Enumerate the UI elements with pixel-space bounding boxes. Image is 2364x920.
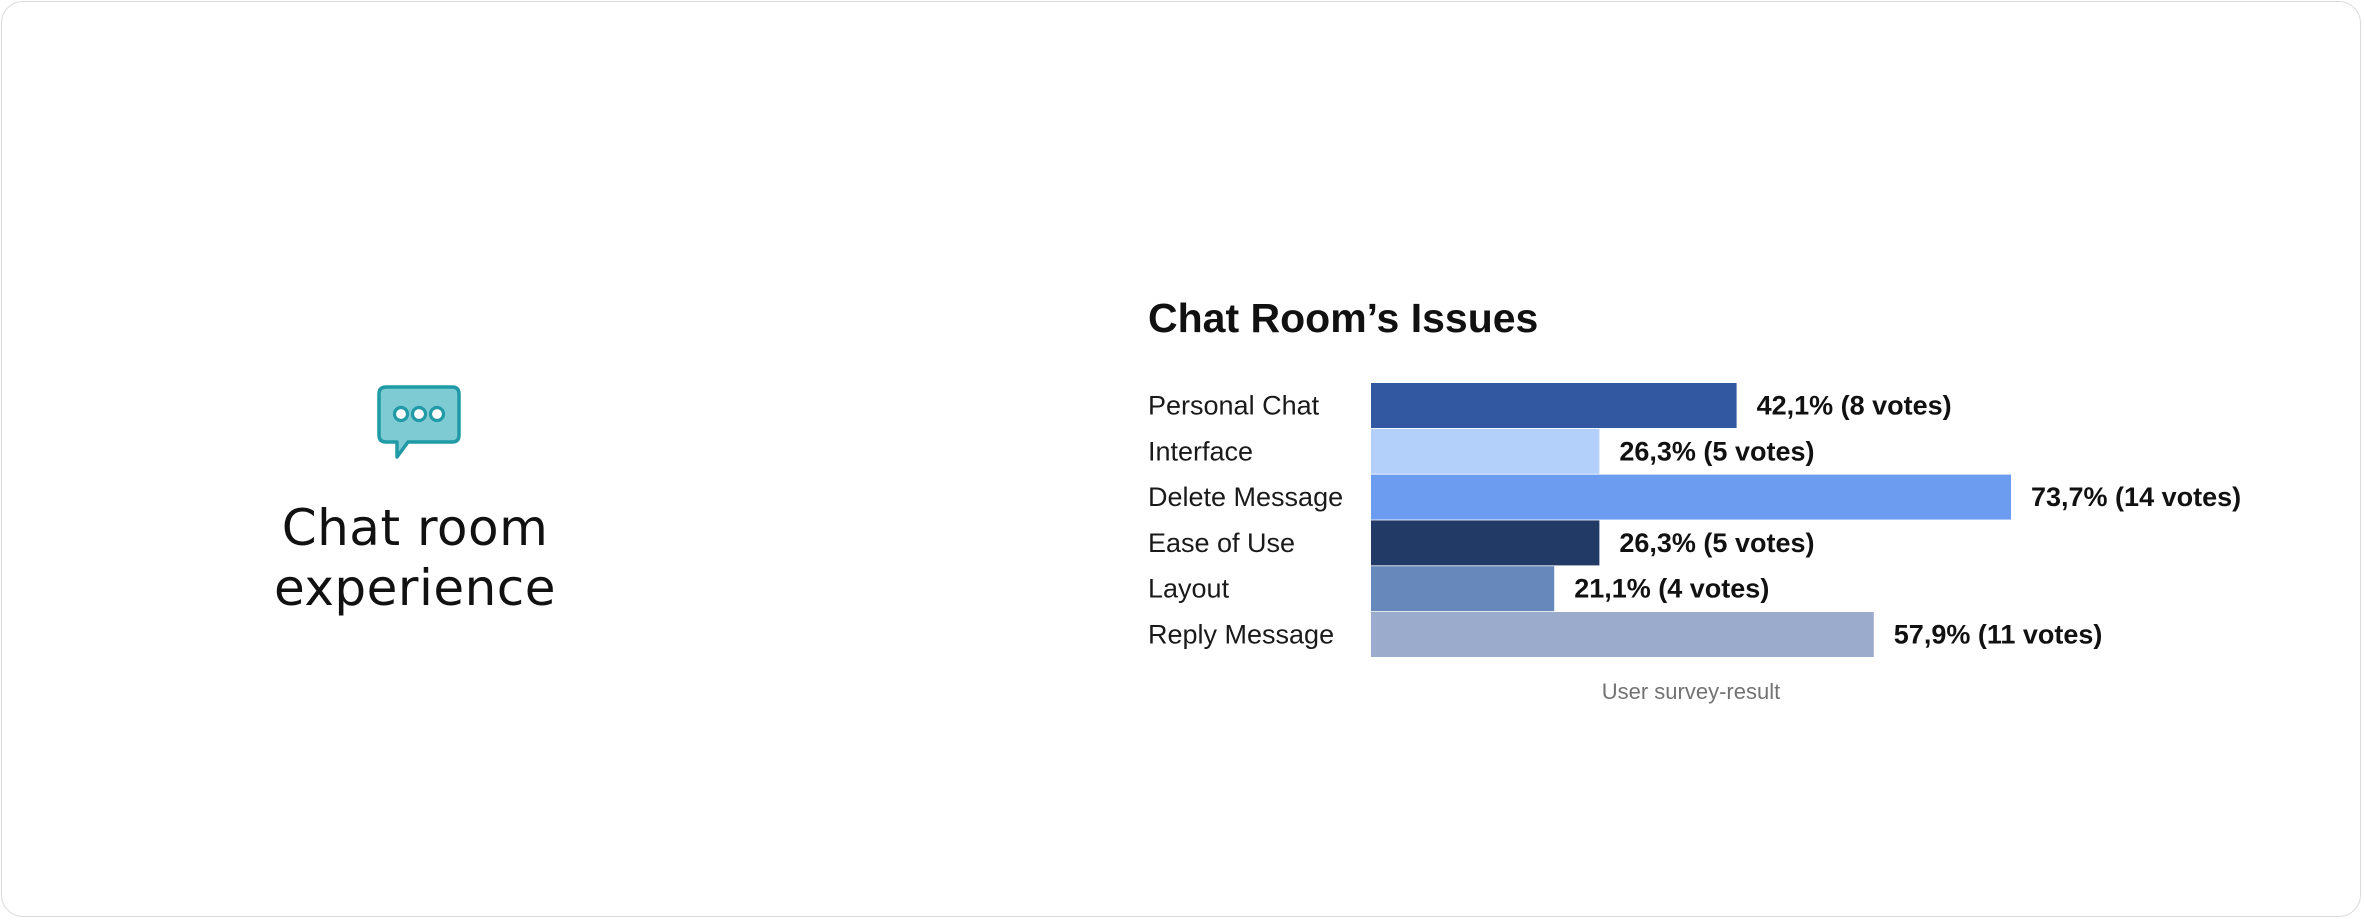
category-label: Personal Chat	[1148, 391, 1320, 421]
chart-title: Chat Room’s Issues	[1148, 295, 1539, 341]
bar	[1371, 428, 1600, 474]
value-label: 26,3% (5 votes)	[1619, 528, 1814, 558]
value-label: 26,3% (5 votes)	[1619, 436, 1814, 466]
value-label: 42,1% (8 votes)	[1757, 391, 1952, 421]
chat-bubble-ellipsis-icon	[377, 385, 461, 459]
left-panel: Chat room experience	[145, 380, 685, 617]
section-title: Chat room experience	[273, 499, 557, 617]
value-label: 57,9% (11 votes)	[1894, 620, 2103, 650]
bar	[1371, 383, 1737, 428]
chart-caption: User survey-result	[1601, 679, 1781, 704]
bar	[1371, 474, 2011, 520]
bar	[1371, 566, 1555, 612]
category-label: Reply Message	[1148, 620, 1334, 650]
category-label: Interface	[1148, 436, 1253, 466]
value-label: 73,7% (14 votes)	[2031, 482, 2241, 512]
category-label: Ease of Use	[1148, 528, 1295, 558]
category-label: Layout	[1148, 574, 1230, 604]
value-label: 21,1% (4 votes)	[1574, 574, 1769, 604]
bar	[1371, 612, 1874, 657]
category-label: Delete Message	[1148, 482, 1343, 512]
bar	[1371, 520, 1600, 566]
